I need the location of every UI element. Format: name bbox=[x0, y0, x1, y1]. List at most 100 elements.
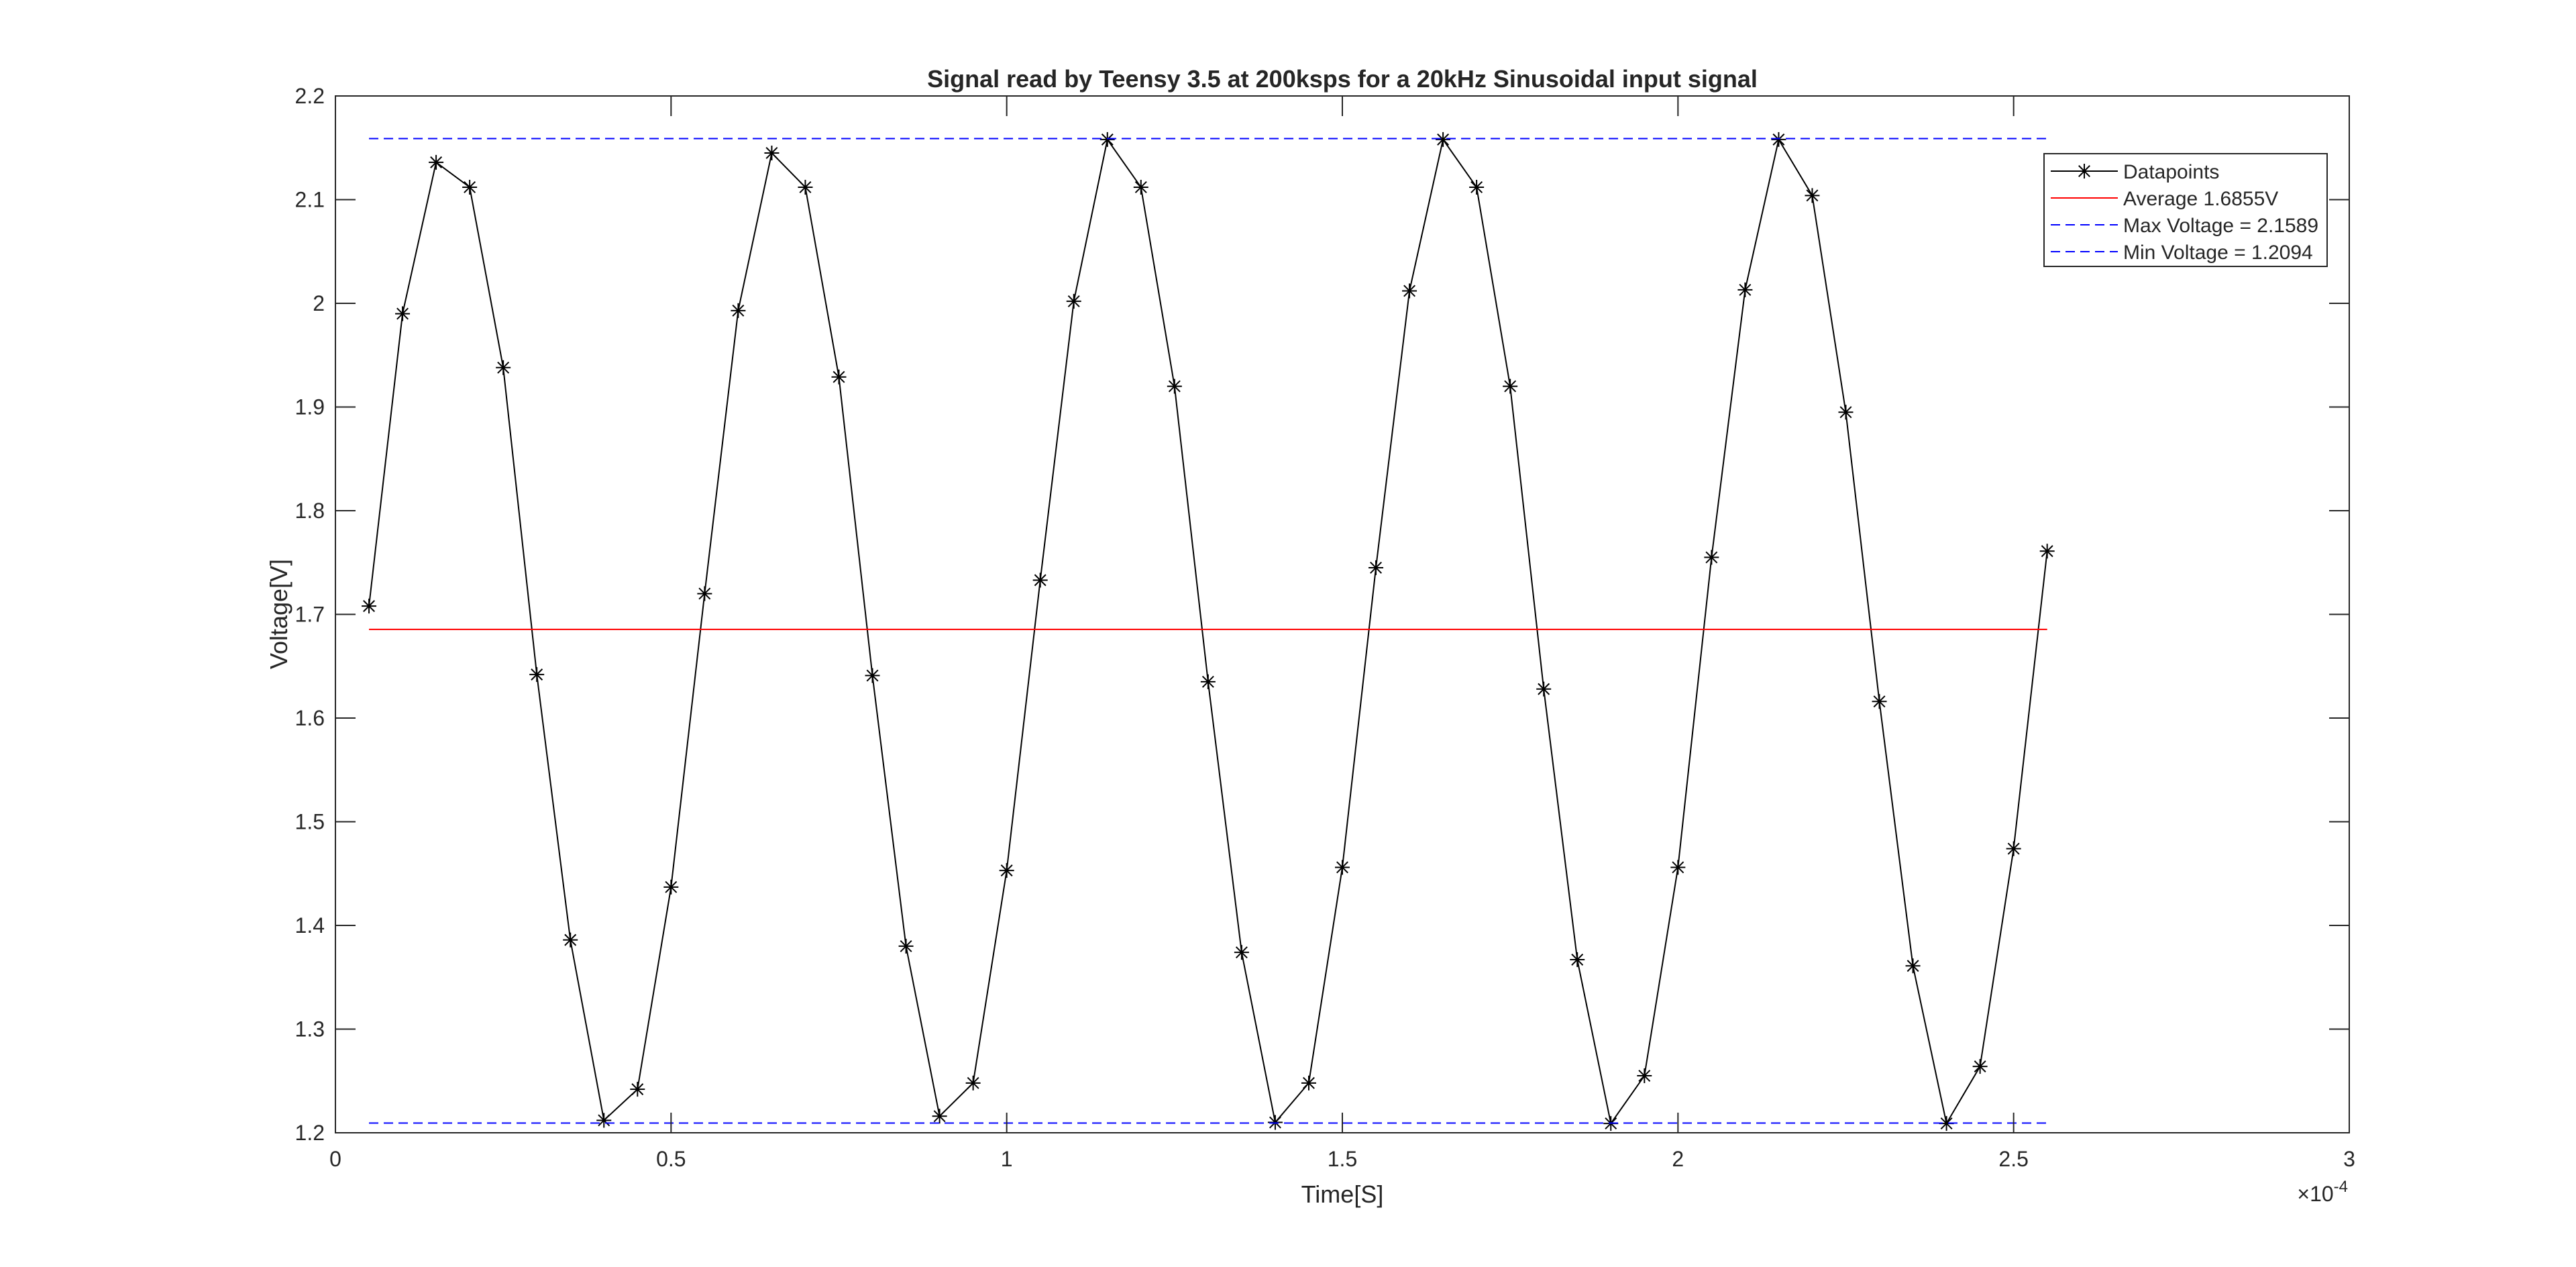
series-layer bbox=[362, 132, 2055, 1131]
data-point bbox=[395, 306, 411, 321]
marker-stroke bbox=[933, 1110, 946, 1123]
data-point bbox=[932, 1109, 947, 1124]
marker-stroke bbox=[1034, 574, 1046, 587]
marker-stroke bbox=[1134, 181, 1147, 193]
data-point bbox=[529, 667, 545, 682]
marker-stroke bbox=[765, 147, 778, 159]
marker-stroke bbox=[497, 361, 510, 374]
data-point bbox=[1637, 1068, 1652, 1084]
marker-stroke bbox=[900, 940, 912, 952]
marker-stroke bbox=[396, 307, 409, 320]
marker-stroke bbox=[1907, 960, 1919, 972]
marker-stroke bbox=[1403, 285, 1416, 297]
legend: Datapoints Average 1.6855V Max Voltage = 2… bbox=[2043, 153, 2328, 267]
x-axis-label: Time[S] bbox=[1301, 1180, 1384, 1208]
marker-stroke bbox=[1000, 864, 1013, 877]
x-axis-exponent: ×10-4 bbox=[2297, 1178, 2348, 1206]
marker-stroke bbox=[1437, 133, 1450, 146]
marker-stroke bbox=[1470, 181, 1483, 193]
data-point bbox=[1972, 1059, 1988, 1074]
marker-stroke bbox=[1336, 861, 1348, 874]
marker-stroke bbox=[1638, 1070, 1651, 1082]
data-point bbox=[1032, 572, 1048, 588]
marker-stroke bbox=[363, 600, 375, 613]
y-axis-label: Voltage[V] bbox=[265, 559, 292, 669]
data-point bbox=[362, 599, 377, 614]
data-point bbox=[965, 1075, 981, 1091]
data-point bbox=[865, 668, 880, 683]
chart-title: Signal read by Teensy 3.5 at 200ksps for… bbox=[927, 65, 1758, 93]
data-point bbox=[663, 879, 679, 895]
legend-box bbox=[2043, 153, 2328, 267]
marker-stroke bbox=[1303, 1076, 1315, 1089]
marker-stroke bbox=[866, 669, 879, 682]
data-point bbox=[563, 932, 578, 948]
marker-stroke bbox=[2078, 165, 2090, 177]
data-point bbox=[1200, 674, 1216, 689]
y-tick-label: 1.8 bbox=[295, 499, 325, 523]
data-point bbox=[1436, 132, 1451, 147]
data-point bbox=[596, 1113, 612, 1128]
marker-stroke bbox=[1739, 283, 1752, 296]
marker-stroke bbox=[2007, 842, 2020, 855]
legend-marker bbox=[2077, 164, 2092, 179]
marker-stroke bbox=[1974, 1060, 1986, 1073]
data-point bbox=[1838, 405, 1854, 420]
data-point bbox=[764, 145, 780, 160]
x-tick-label: 0.5 bbox=[656, 1147, 686, 1171]
marker-stroke bbox=[1504, 380, 1517, 393]
data-point bbox=[999, 863, 1014, 878]
marker-stroke bbox=[833, 370, 845, 383]
data-point bbox=[1805, 188, 1820, 203]
y-tick-label: 1.4 bbox=[295, 913, 325, 937]
plot-area bbox=[335, 96, 2349, 1133]
marker-stroke bbox=[1370, 562, 1382, 574]
marker-stroke bbox=[1839, 406, 1852, 419]
data-point bbox=[1099, 132, 1115, 147]
marker-stroke bbox=[1940, 1117, 1953, 1130]
marker-stroke bbox=[430, 156, 443, 168]
marker-stroke bbox=[799, 181, 812, 193]
y-tick-label: 1.2 bbox=[295, 1121, 325, 1145]
data-point bbox=[1133, 179, 1148, 195]
marker-stroke bbox=[698, 587, 711, 600]
data-point bbox=[1872, 694, 1887, 709]
data-point bbox=[1536, 681, 1552, 697]
marker-stroke bbox=[564, 933, 577, 946]
data-point bbox=[1570, 952, 1585, 967]
marker-stroke bbox=[1571, 954, 1584, 966]
x-tick-label: 0 bbox=[329, 1147, 341, 1171]
x-tick-label: 1.5 bbox=[1328, 1147, 1357, 1171]
marker-stroke bbox=[464, 181, 476, 193]
legend-label: Datapoints bbox=[2123, 161, 2219, 183]
x-tick-label: 1 bbox=[1001, 1147, 1013, 1171]
data-point bbox=[1469, 179, 1485, 195]
series-0 bbox=[362, 132, 2055, 1131]
data-point bbox=[831, 369, 847, 385]
data-point bbox=[630, 1082, 645, 1097]
legend-label: Max Voltage = 2.1589 bbox=[2123, 215, 2318, 237]
marker-stroke bbox=[2041, 545, 2053, 558]
y-tick-label: 1.6 bbox=[295, 706, 325, 730]
marker-stroke bbox=[1538, 682, 1550, 695]
y-tick-label: 2.2 bbox=[295, 84, 325, 108]
marker-stroke bbox=[598, 1114, 610, 1127]
x-tick-label: 3 bbox=[2343, 1147, 2355, 1171]
data-point bbox=[1301, 1075, 1316, 1091]
marker-stroke bbox=[1806, 189, 1819, 202]
data-point bbox=[496, 360, 511, 375]
marker-stroke bbox=[1101, 133, 1114, 146]
data-point bbox=[462, 179, 478, 195]
y-tick-label: 2 bbox=[313, 291, 325, 315]
data-point bbox=[1704, 550, 1719, 565]
marker-stroke bbox=[1235, 946, 1248, 959]
data-point bbox=[697, 586, 712, 601]
y-tick-label: 1.3 bbox=[295, 1017, 325, 1042]
x-tick-label: 2 bbox=[1672, 1147, 1684, 1171]
legend-label: Min Voltage = 1.2094 bbox=[2123, 242, 2313, 264]
marker-stroke bbox=[665, 880, 678, 893]
marker-stroke bbox=[1168, 380, 1181, 393]
y-tick-label: 1.9 bbox=[295, 395, 325, 419]
y-tick-label: 1.7 bbox=[295, 603, 325, 627]
